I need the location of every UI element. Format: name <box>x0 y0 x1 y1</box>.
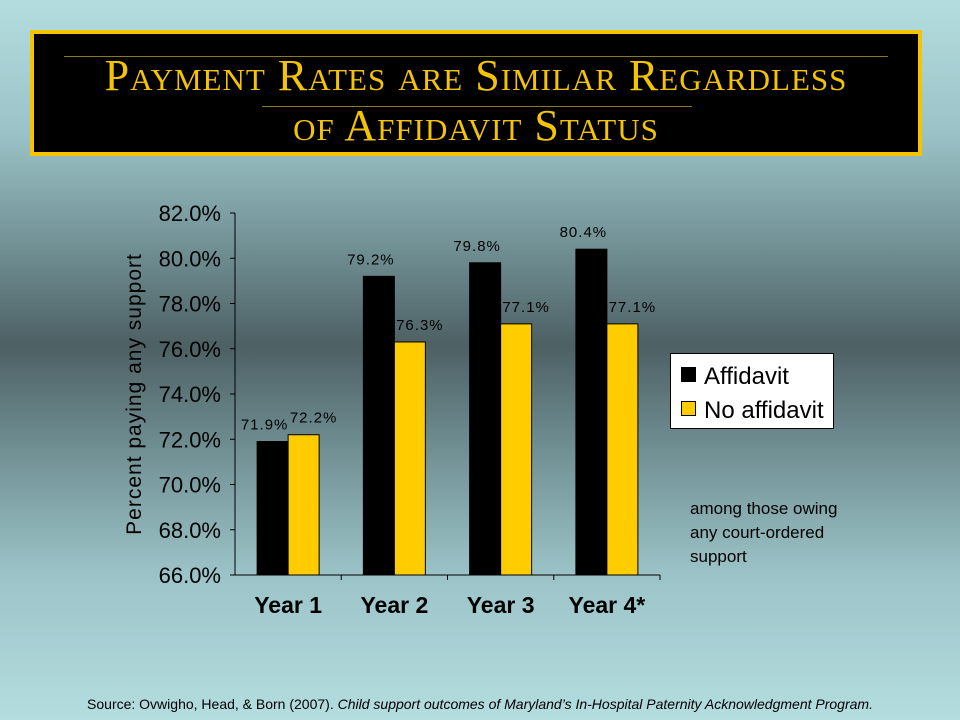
legend-item-affidavit: Affidavit <box>681 363 789 391</box>
slide-title-line-1: Payment Rates are Similar Regardless <box>104 51 848 100</box>
bar-no-affidavit <box>287 434 320 576</box>
y-tick-label: 72.0% <box>159 427 221 452</box>
data-label-affidavit: 71.9% <box>241 417 289 434</box>
title-divider-top <box>64 56 888 57</box>
title-banner: Payment Rates are Similar Regardless of … <box>30 30 922 156</box>
y-tick-label: 68.0% <box>159 518 221 543</box>
chart-note: among those owing any court-ordered supp… <box>690 499 838 566</box>
legend-swatch-no-affidavit <box>681 401 696 416</box>
data-label-affidavit: 80.4% <box>560 224 608 241</box>
data-label-affidavit: 79.8% <box>453 238 501 255</box>
bar-no-affidavit <box>393 341 426 576</box>
legend-swatch-affidavit <box>681 367 696 382</box>
source-title: Child support outcomes of Maryland’s In-… <box>337 696 873 712</box>
source-citation: Source: Ovwigho, Head, & Born (2007). Ch… <box>0 696 960 712</box>
y-tick-label: 70.0% <box>159 473 221 498</box>
legend-label-affidavit: Affidavit <box>704 363 789 390</box>
data-label-affidavit: 79.2% <box>347 251 395 268</box>
y-tick-label: 82.0% <box>159 201 221 226</box>
bar-affidavit <box>362 275 395 576</box>
source-prefix: Source: Ovwigho, Head, & Born (2007). <box>87 696 338 712</box>
x-tick-label: Year 2 <box>360 592 428 618</box>
chart-legend: Affidavit No affidavit <box>670 353 834 429</box>
x-tick-label: Year 4* <box>569 592 646 618</box>
y-axis-label: Percent paying any support <box>123 253 146 535</box>
data-label-no-affidavit: 77.1% <box>609 299 657 316</box>
y-tick-label: 78.0% <box>159 292 221 317</box>
x-tick-label: Year 1 <box>254 592 322 618</box>
bar-affidavit <box>469 262 502 576</box>
legend-label-no-affidavit: No affidavit <box>704 397 824 424</box>
y-tick-label: 80.0% <box>159 246 221 271</box>
data-label-no-affidavit: 77.1% <box>502 299 550 316</box>
title-divider-bottom <box>262 106 692 107</box>
y-tick-label: 74.0% <box>159 382 221 407</box>
bar-affidavit <box>575 248 608 576</box>
bar-no-affidavit <box>606 323 639 576</box>
y-tick-label: 76.0% <box>159 337 221 362</box>
x-tick-label: Year 3 <box>467 592 535 618</box>
legend-item-no-affidavit: No affidavit <box>681 397 824 425</box>
data-label-no-affidavit: 72.2% <box>290 410 338 427</box>
slide-title-line-2: of Affidavit Status <box>293 101 659 150</box>
bar-affidavit <box>256 441 289 576</box>
y-tick-label: 66.0% <box>159 563 221 588</box>
bar-no-affidavit <box>500 323 533 576</box>
data-label-no-affidavit: 76.3% <box>396 317 444 334</box>
